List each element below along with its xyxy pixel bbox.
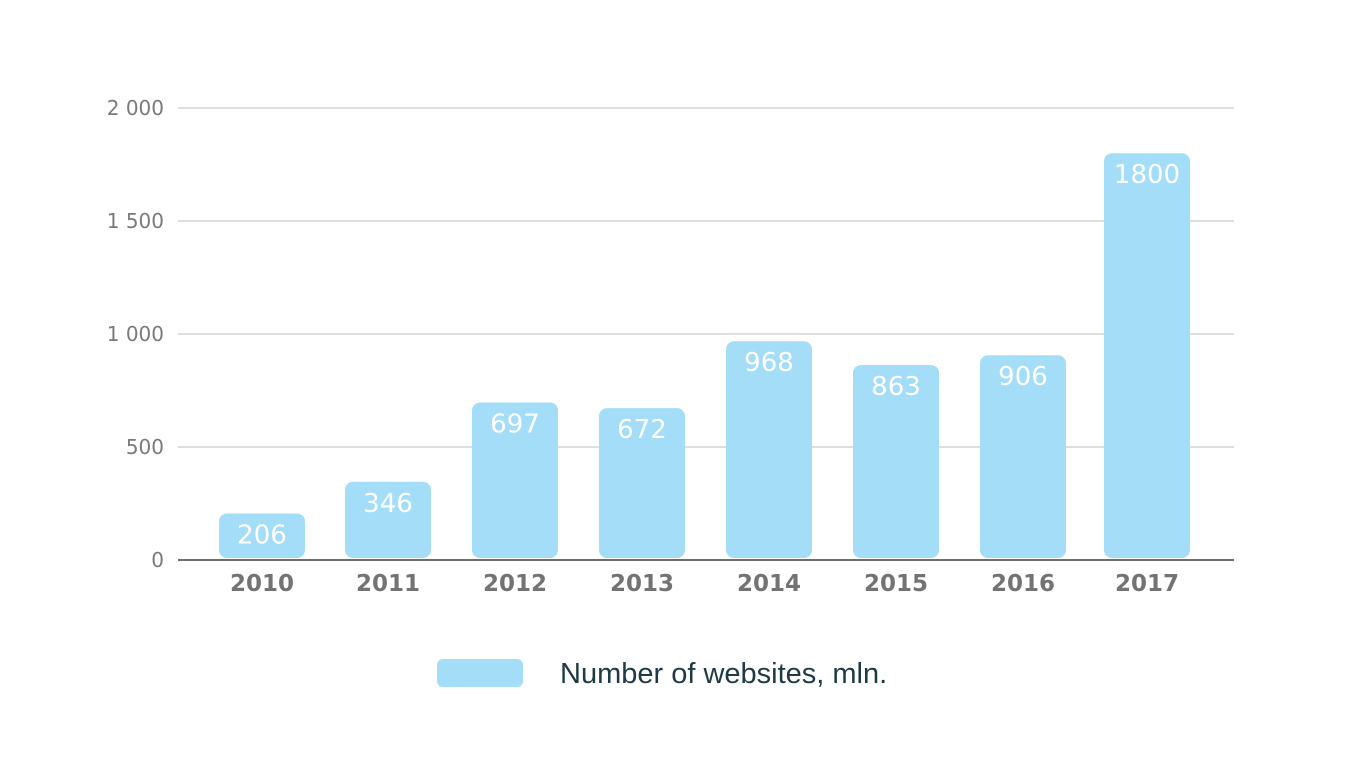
x-tick-label: 2012 <box>483 571 547 597</box>
bar-2011 <box>345 481 431 558</box>
y-tick-label: 500 <box>126 435 164 459</box>
bar-value-label: 697 <box>490 409 540 439</box>
bar-2015 <box>853 364 939 558</box>
y-tick-label: 1 000 <box>107 322 164 346</box>
bar-value-label: 346 <box>363 489 413 519</box>
bar-2012 <box>472 402 558 558</box>
x-tick-label: 2011 <box>356 571 420 597</box>
bar-value-label: 672 <box>617 415 667 445</box>
y-tick-label: 2 000 <box>107 96 164 120</box>
bar-2014 <box>726 341 812 558</box>
bar-value-label: 968 <box>744 348 794 378</box>
bar-value-label: 206 <box>237 520 287 550</box>
legend-swatch <box>437 659 523 687</box>
x-tick-label: 2015 <box>864 571 928 597</box>
x-axis-ticks: 2010 2011 2012 2013 2014 2015 2016 2017 <box>230 571 1179 597</box>
x-tick-label: 2017 <box>1115 571 1179 597</box>
bar-2017 <box>1104 153 1190 558</box>
bar-value-label: 1800 <box>1114 160 1180 190</box>
x-tick-label: 2016 <box>991 571 1055 597</box>
y-axis-ticks: 0 500 1 000 1 500 2 000 <box>107 96 164 572</box>
bar-value-label: 863 <box>871 372 921 402</box>
bar-2010 <box>219 513 305 558</box>
legend-label: Number of websites, mln. <box>560 658 887 690</box>
bars <box>219 153 1190 558</box>
bar-value-label: 906 <box>998 362 1048 392</box>
x-tick-label: 2010 <box>230 571 294 597</box>
legend: Number of websites, mln. <box>437 658 887 690</box>
y-tick-label: 1 500 <box>107 209 164 233</box>
bar-value-labels: 206 346 697 672 968 863 906 1800 <box>237 160 1180 550</box>
bar-2016 <box>980 355 1066 558</box>
gridlines <box>178 107 1234 448</box>
bar-2013 <box>599 408 685 558</box>
y-tick-label: 0 <box>151 548 164 572</box>
x-tick-label: 2013 <box>610 571 674 597</box>
x-tick-label: 2014 <box>737 571 801 597</box>
